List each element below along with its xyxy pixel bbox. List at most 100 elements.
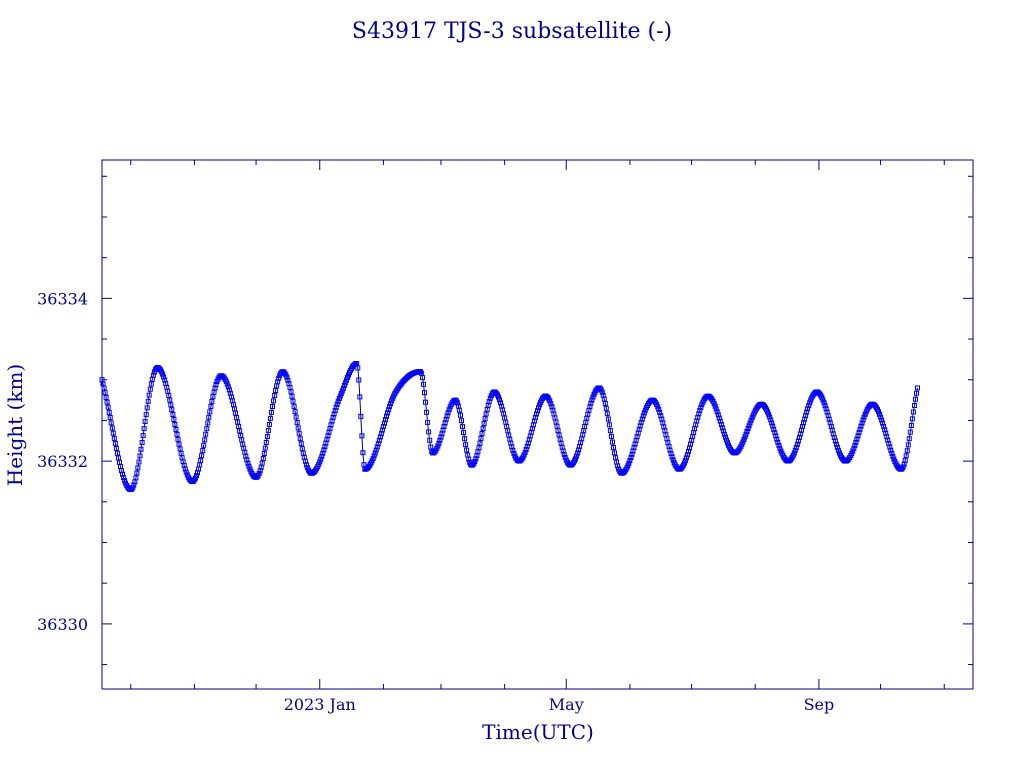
data-point-marker bbox=[421, 381, 426, 387]
data-point-marker bbox=[226, 387, 232, 393]
data-point-marker bbox=[290, 398, 296, 404]
data-point-marker bbox=[611, 445, 616, 451]
data-point-marker bbox=[200, 448, 206, 454]
data-point-marker bbox=[383, 417, 388, 423]
data-point-marker bbox=[626, 460, 632, 466]
data-point-marker bbox=[481, 421, 487, 427]
data-point-marker bbox=[878, 414, 884, 420]
x-tick-label: 2023 Jan bbox=[284, 695, 356, 714]
data-point-marker bbox=[775, 439, 781, 445]
data-point-marker bbox=[107, 415, 113, 420]
data-point-marker bbox=[170, 412, 176, 417]
data-point-marker bbox=[882, 427, 888, 433]
data-point-marker bbox=[854, 436, 860, 442]
data-point-marker bbox=[627, 458, 633, 463]
data-point-marker bbox=[477, 440, 483, 446]
data-point-marker bbox=[683, 455, 689, 461]
data-point-marker bbox=[263, 440, 269, 445]
data-point-marker bbox=[914, 390, 919, 396]
data-point-marker bbox=[339, 388, 345, 394]
data-point-marker bbox=[202, 437, 208, 443]
data-point-marker bbox=[497, 397, 502, 403]
data-point-marker bbox=[456, 407, 462, 413]
data-point-marker bbox=[599, 389, 605, 395]
data-point-marker bbox=[142, 419, 148, 424]
data-point-marker bbox=[793, 444, 799, 450]
data-point-marker bbox=[607, 428, 613, 434]
data-point-marker bbox=[746, 423, 752, 429]
data-point-marker bbox=[721, 431, 727, 437]
data-point-marker bbox=[716, 415, 722, 421]
data-point-marker bbox=[605, 416, 611, 422]
data-point-marker bbox=[104, 399, 110, 405]
data-point-marker bbox=[319, 453, 325, 459]
data-point-marker bbox=[771, 426, 777, 432]
data-point-marker bbox=[498, 400, 503, 406]
data-point-marker bbox=[770, 423, 776, 429]
data-point-marker bbox=[912, 403, 917, 408]
data-point-marker bbox=[265, 428, 271, 434]
data-point-marker bbox=[773, 433, 779, 439]
data-point-marker bbox=[472, 459, 478, 464]
data-point-marker bbox=[655, 404, 661, 410]
y-tick-label: 36334 bbox=[37, 289, 88, 308]
data-point-marker bbox=[853, 439, 859, 445]
data-point-marker bbox=[719, 425, 725, 431]
data-point-marker bbox=[609, 433, 614, 439]
data-point-marker bbox=[696, 411, 702, 417]
data-point-marker bbox=[713, 406, 719, 412]
data-point-marker bbox=[370, 455, 376, 461]
data-point-marker bbox=[358, 413, 364, 419]
data-point-marker bbox=[575, 450, 581, 456]
data-point-marker bbox=[549, 404, 555, 410]
data-point-marker bbox=[136, 459, 142, 465]
tick-labels: 36330 36332 36334 2023 Jan May Sep bbox=[37, 289, 834, 714]
data-point-marker bbox=[536, 405, 541, 411]
data-point-marker bbox=[270, 404, 275, 409]
data-point-marker bbox=[487, 395, 493, 401]
data-point-marker bbox=[523, 447, 529, 452]
data-point-marker bbox=[145, 398, 151, 404]
data-point-marker bbox=[909, 416, 915, 422]
data-point-marker bbox=[860, 417, 866, 423]
data-point-marker bbox=[295, 425, 301, 431]
data-point-marker bbox=[855, 433, 861, 439]
data-point-marker bbox=[744, 428, 750, 434]
data-point-marker bbox=[245, 460, 251, 466]
data-point-marker bbox=[685, 452, 690, 458]
chart-title: S43917 TJS-3 subsatellite (-) bbox=[352, 19, 672, 44]
data-point-marker bbox=[772, 430, 778, 436]
data-point-marker bbox=[856, 430, 862, 436]
data-point-marker bbox=[714, 409, 720, 415]
data-point-marker bbox=[510, 447, 516, 453]
data-point-marker bbox=[106, 409, 112, 415]
data-point-marker bbox=[266, 422, 272, 427]
data-point-marker bbox=[915, 385, 920, 391]
data-point-marker bbox=[356, 377, 362, 383]
data-point-marker bbox=[114, 450, 120, 456]
data-point-marker bbox=[534, 411, 539, 417]
data-point-marker bbox=[262, 445, 268, 451]
data-point-marker bbox=[748, 417, 754, 423]
data-point-marker bbox=[834, 444, 840, 450]
data-point-marker bbox=[603, 405, 609, 411]
data-point-marker bbox=[589, 397, 595, 403]
data-point-marker bbox=[102, 390, 108, 396]
data-point-marker bbox=[741, 437, 747, 442]
data-point-marker bbox=[169, 407, 175, 413]
data-point-marker bbox=[444, 413, 450, 419]
data-point-marker bbox=[141, 426, 147, 432]
data-point-marker bbox=[168, 402, 174, 408]
data-point-marker bbox=[111, 435, 117, 441]
data-point-marker bbox=[640, 413, 646, 419]
data-point-marker bbox=[670, 457, 676, 463]
data-point-marker bbox=[318, 456, 324, 462]
data-point-marker bbox=[272, 393, 278, 398]
data-point-marker bbox=[160, 371, 166, 377]
data-point-marker bbox=[161, 374, 167, 380]
data-point-marker bbox=[777, 445, 783, 451]
data-point-marker bbox=[859, 420, 865, 426]
data-point-marker bbox=[224, 381, 230, 387]
data-point-marker bbox=[861, 414, 867, 420]
data-point-marker bbox=[436, 440, 442, 446]
